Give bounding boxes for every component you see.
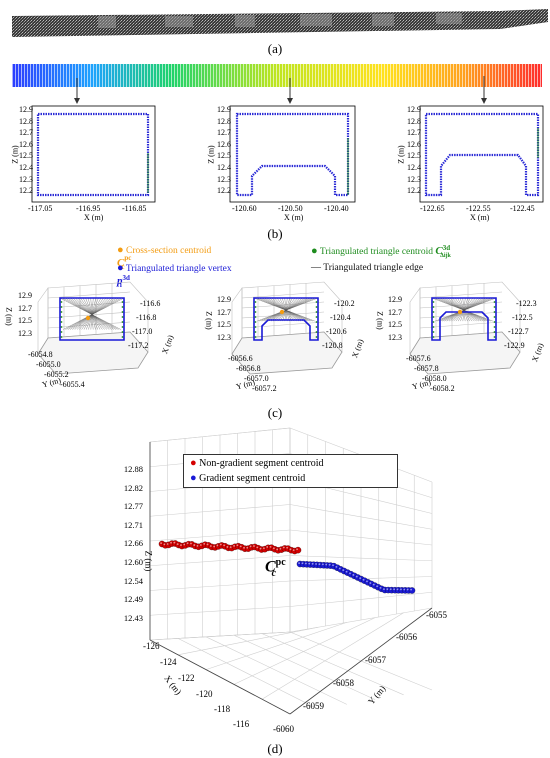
- b1-y-label: Z (m): [10, 145, 20, 164]
- b1-x-tick-0: -117.05: [28, 204, 53, 213]
- panel-b-figure: [12, 64, 544, 203]
- d-blue-series: [296, 560, 416, 594]
- d-y-tick-5: -6055: [426, 610, 447, 620]
- d-y-tick-0: -6060: [273, 724, 294, 734]
- c-orange-centroid-2: [279, 309, 285, 315]
- d-legend: ● Non-gradient segment centroid ● Gradie…: [183, 454, 398, 488]
- c1-z-label: Z (m): [4, 307, 14, 326]
- d-z-label: Z (m): [143, 550, 154, 572]
- black-line-icon: —: [311, 262, 321, 273]
- b3-y-ticks: 12.9 12.8 12.7 12.6 12.5 12.4 12.3 12.2: [407, 105, 421, 196]
- section-1-plot: [31, 105, 156, 203]
- b3-y-label: Z (m): [396, 145, 406, 164]
- d-x-tick-1: -124: [160, 657, 177, 667]
- c3-z-label: Z (m): [375, 311, 385, 330]
- section-2-plot: [229, 105, 356, 203]
- legend-cross-section-centroid: ● Cross-section centroid Cpcc: [117, 244, 212, 272]
- panel-c-label: (c): [267, 405, 283, 420]
- c2-x-ticks: -120.2 -120.4 -120.6 -120.8: [322, 299, 355, 350]
- orange-dot-icon: ●: [117, 244, 124, 256]
- legend-triangle-centroid: ● Triangulated triangle centroid C3dΔijk: [311, 244, 451, 260]
- d-centroid-annotation: Cpcc: [265, 557, 286, 579]
- c-green-centroids-1: [60, 301, 124, 338]
- blue-point-33: [408, 587, 416, 594]
- c-orange-centroid-1: [85, 315, 91, 321]
- green-dot-icon: ●: [311, 245, 318, 258]
- b2-y-ticks: 12.9 12.8 12.7 12.6 12.5 12.4 12.3 12.2: [217, 105, 231, 196]
- d-x-tick-4: -118: [214, 704, 231, 714]
- b3-x-tick-0: -122.65: [420, 204, 445, 213]
- blue-dot-icon: ●: [117, 262, 124, 274]
- panel-d-label: (d): [267, 741, 283, 756]
- c3-y-ticks: -6057.6 -6057.8 -6058.0 -6058.2: [406, 354, 455, 393]
- d-z-ticks: 12.88 12.82 12.77 12.71 12.66 12.60 12.54 12.49…: [123, 464, 143, 623]
- c1-y-ticks: -6054.8 -6055.0 -6055.2 -6055.4: [28, 350, 85, 389]
- d-red-series: [158, 540, 302, 555]
- c2-z-ticks: 12.9 12.7 12.5 12.3: [217, 295, 231, 342]
- b2-x-label: X (m): [284, 213, 304, 222]
- b2-x-tick-2: -120.40: [324, 204, 349, 213]
- c-outline-3: [431, 297, 497, 341]
- d-x-tick-0: -126: [143, 641, 160, 651]
- panel-c-figure: [37, 281, 521, 375]
- b1-x-label: X (m): [84, 213, 104, 222]
- c3-x-ticks: -122.3 -122.5 -122.7 -122.9: [504, 299, 537, 350]
- panel-a-pointcloud: [12, 9, 548, 37]
- red-ball-icon: ●: [190, 457, 197, 469]
- c-outline-2: [253, 297, 319, 341]
- b3-x-tick-2: -122.45: [510, 204, 535, 213]
- c2-z-label: Z (m): [204, 311, 214, 330]
- red-point-41: [294, 546, 302, 554]
- panel-b-label: (b): [267, 226, 283, 241]
- b3-x-tick-1: -122.55: [466, 204, 491, 213]
- d-axes: [149, 442, 433, 715]
- c-box-2: [231, 281, 343, 375]
- d-y-tick-2: -6058: [333, 678, 354, 688]
- d-legend-red: ● Non-gradient segment centroid: [190, 457, 324, 469]
- c-outline-1: [59, 297, 125, 341]
- d-y-tick-1: -6059: [303, 701, 324, 711]
- b2-x-tick-0: -120.60: [232, 204, 257, 213]
- panel-d-chart: [149, 427, 433, 715]
- c-triangulation-3: [431, 297, 497, 322]
- d-x-tick-3: -120: [196, 689, 213, 699]
- legend-triangle-edge: — Triangulated triangle edge: [311, 262, 424, 273]
- b1-x-tick-1: -116.95: [76, 204, 101, 213]
- d-x-tick-5: -116: [233, 719, 250, 729]
- c1-x-ticks: -116.6 -116.8 -117.0 -117.2: [128, 299, 161, 350]
- c-box-1: [37, 281, 149, 375]
- d-y-tick-4: -6056: [396, 632, 417, 642]
- c-green-centroids-3: [432, 301, 496, 338]
- b3-x-label: X (m): [470, 213, 490, 222]
- legend-triangle-vertex: ● Triangulated triangle vertex p3di: [117, 262, 232, 290]
- c1-z-ticks: 12.9 12.7 12.5 12.3: [18, 291, 32, 338]
- c3-z-ticks: 12.9 12.7 12.5 12.3: [388, 295, 402, 342]
- d-x-tick-2: -122: [178, 673, 195, 683]
- b1-x-tick-2: -116.85: [122, 204, 147, 213]
- b1-y-ticks: 12.9 12.8 12.7 12.6 12.5 12.4 12.3 12.2: [19, 105, 33, 196]
- c-green-centroids-2: [254, 301, 318, 338]
- b2-y-label: Z (m): [206, 145, 216, 164]
- section-3-plot: [419, 105, 544, 203]
- c-box-3: [409, 281, 521, 375]
- d-grid: [149, 427, 433, 715]
- section-arrows: [76, 76, 485, 100]
- d-legend-blue: ● Gradient segment centroid: [190, 472, 306, 484]
- b2-x-tick-1: -120.50: [278, 204, 303, 213]
- c-triangulation-1: [59, 297, 125, 330]
- c2-y-ticks: -6056.6 -6056.8 -6057.0 -6057.2: [228, 354, 277, 393]
- c-triangulation-2: [253, 297, 319, 322]
- blue-ball-icon: ●: [190, 472, 197, 484]
- panel-a-label: (a): [267, 41, 283, 56]
- c-orange-centroid-3: [457, 309, 463, 315]
- d-y-tick-3: -6057: [365, 655, 386, 665]
